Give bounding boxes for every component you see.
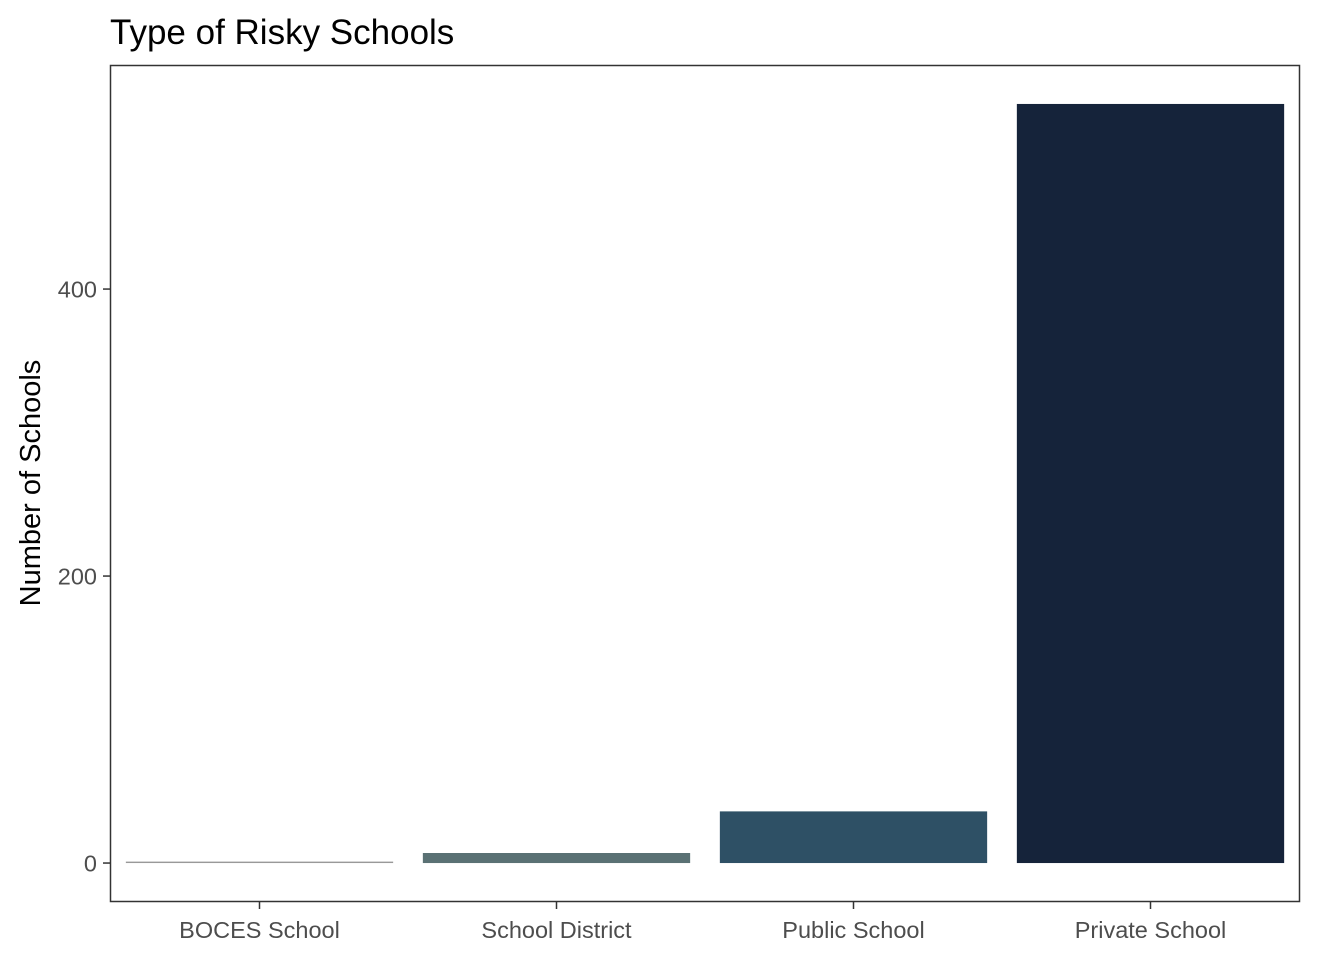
- bars-group: [125, 103, 1285, 864]
- y-tick-label: 0: [84, 851, 97, 877]
- y-tick-label: 400: [58, 277, 97, 303]
- bar-private-school: [1016, 103, 1285, 864]
- y-tick-label: 200: [58, 564, 97, 590]
- plot-panel-border: [109, 64, 1301, 903]
- bar-public-school: [719, 811, 988, 864]
- chart-title: Type of Risky Schools: [110, 13, 454, 52]
- x-tick-label: BOCES School: [179, 917, 340, 943]
- x-tick-label: Public School: [782, 917, 924, 943]
- x-tick-label: School District: [481, 917, 632, 943]
- x-axis: BOCES School School District Public School…: [179, 901, 1226, 943]
- bar-boces-school: [125, 861, 394, 864]
- y-axis-title: Number of Schools: [15, 360, 47, 607]
- y-axis: 0 200 400: [58, 277, 111, 877]
- bar-school-district: [422, 853, 691, 864]
- x-tick-label: Private School: [1075, 917, 1227, 943]
